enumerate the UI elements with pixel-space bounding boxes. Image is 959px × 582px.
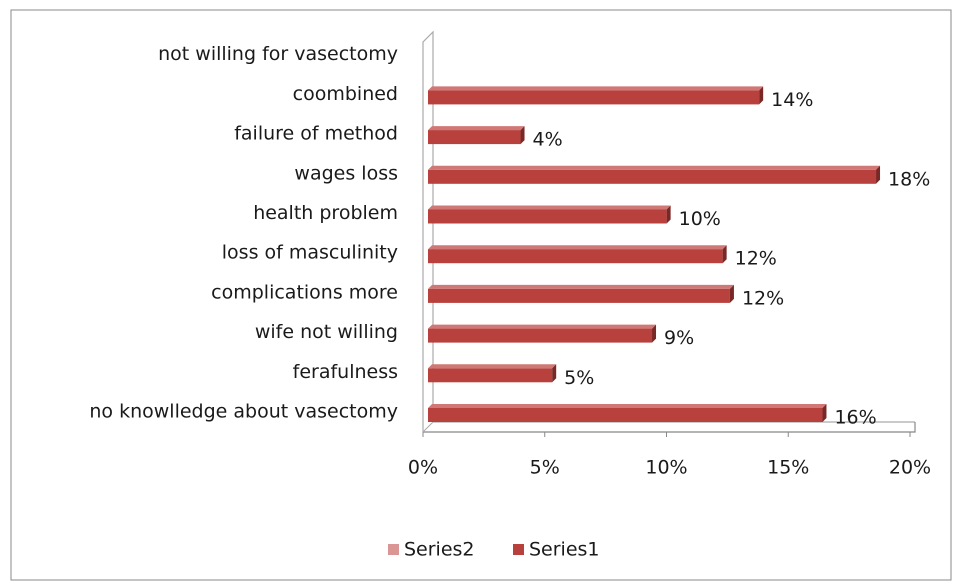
data-label: 12% <box>742 287 784 309</box>
bar <box>428 249 723 264</box>
y-tick-label: loss of masculinity <box>222 242 398 264</box>
bar <box>428 130 521 145</box>
y-tick-label: complications more <box>211 281 398 303</box>
bar-cap <box>822 404 827 422</box>
data-label: 10% <box>679 208 721 230</box>
bar <box>428 288 730 303</box>
bar-top <box>428 404 827 408</box>
bar-top <box>428 245 727 250</box>
bar <box>428 169 877 184</box>
legend-swatch <box>513 544 524 555</box>
data-label: 14% <box>771 89 813 111</box>
bar-cap <box>729 284 734 303</box>
data-label: 16% <box>834 407 876 429</box>
bar-top <box>428 86 764 91</box>
bar-top <box>428 324 657 329</box>
bar-cap <box>652 324 657 343</box>
y-tick-label: coombined <box>293 83 398 105</box>
bar <box>428 328 653 343</box>
bar-top <box>428 284 734 289</box>
legend-label: Series2 <box>404 539 475 561</box>
bar-cap <box>759 86 764 105</box>
y-tick-label: not willing for vasectomy <box>158 43 398 65</box>
y-tick-label: ferafulness <box>293 361 398 383</box>
y-tick-label: wife not willing <box>255 321 398 343</box>
x-tick-label: 15% <box>767 457 809 479</box>
y-tick-label: no knowlledge about vasectomy <box>89 401 398 423</box>
bar-cap <box>520 126 525 145</box>
bar <box>428 90 760 105</box>
data-label: 18% <box>888 168 930 190</box>
bar-top <box>428 205 671 210</box>
bar <box>428 368 553 383</box>
bar-top <box>428 126 525 131</box>
x-tick-label: 0% <box>408 457 438 479</box>
data-label: 4% <box>533 129 563 151</box>
bar-cap <box>876 165 881 184</box>
data-label: 9% <box>664 327 694 349</box>
x-tick-label: 20% <box>889 457 931 479</box>
floor-edge <box>422 421 434 433</box>
bar-top <box>428 165 881 170</box>
bar <box>428 408 823 422</box>
bar-top <box>428 364 557 369</box>
floor <box>423 422 916 433</box>
bar-cap <box>552 364 557 383</box>
data-label: 5% <box>564 367 594 389</box>
y-tick-label: health problem <box>253 202 398 224</box>
bar-cap <box>722 245 727 264</box>
bar-cap <box>666 205 671 224</box>
y-tick-label: wages loss <box>294 162 398 184</box>
y-tick-label: failure of method <box>234 123 398 145</box>
x-tick-label: 5% <box>530 457 560 479</box>
bar <box>428 209 667 224</box>
legend-swatch <box>388 544 399 555</box>
data-label: 12% <box>735 248 777 270</box>
legend-label: Series1 <box>529 539 600 561</box>
x-tick-label: 10% <box>645 457 687 479</box>
